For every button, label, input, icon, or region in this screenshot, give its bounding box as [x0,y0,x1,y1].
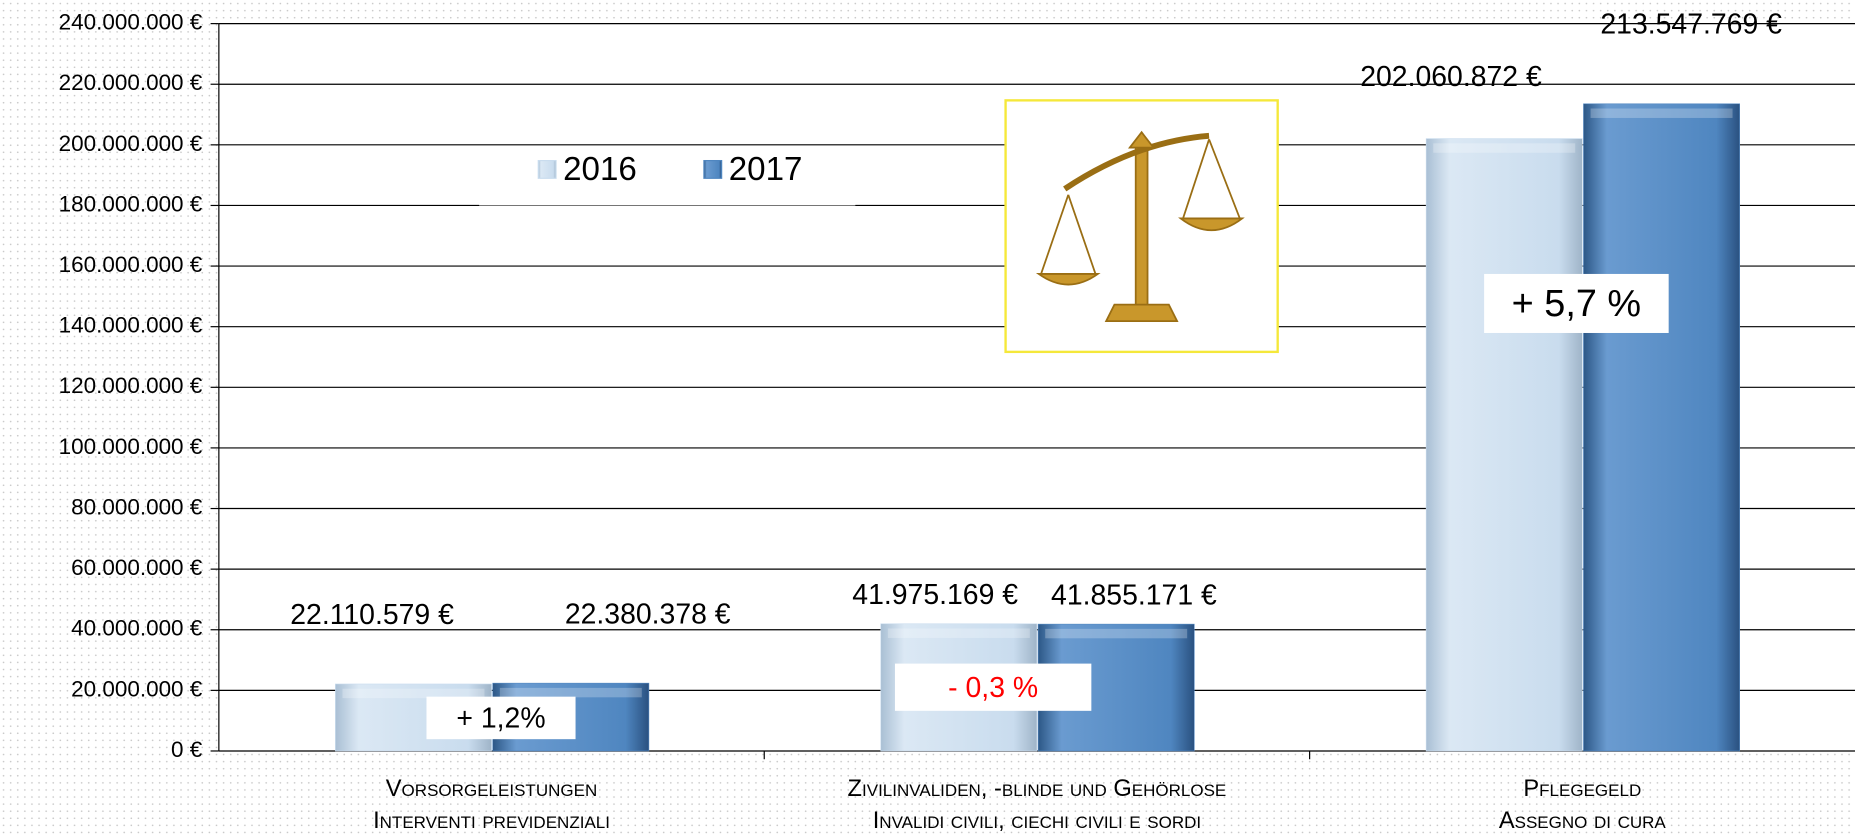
y-tick-label: 160.000.000 € [59,252,203,277]
x-tick-sublabel: Interventi previdenziali [373,808,610,834]
bar [1425,138,1583,752]
value-label: 41.975.169 € [852,579,1018,611]
value-label: 41.855.171 € [1051,579,1217,611]
scales-image [1004,99,1279,354]
y-tick-label: 20.000.000 € [71,676,203,701]
legend-label: 2017 [729,151,803,188]
annotation: + 1,2% [456,703,545,735]
x-tick-sublabel: Assegno di cura [1499,808,1667,834]
y-tick-label: 180.000.000 € [59,191,203,216]
x-tick-label: Zivilinvaliden, -blinde und Gehörlose [848,776,1227,802]
annotation: - 0,3 % [948,672,1038,704]
x-tick-label: Pflegegeld [1523,776,1641,802]
legend-label: 2016 [563,151,637,188]
bar-bevel [342,688,485,699]
annotation: + 5,7 % [1512,283,1641,325]
value-label: 202.060.872 € [1360,61,1542,93]
value-label: 22.380.378 € [565,598,731,630]
bar-bevel [1045,628,1188,639]
y-tick-label: 140.000.000 € [59,313,203,338]
bar-bevel [887,628,1030,638]
annotation-box [426,696,576,740]
legend: 2016 2017 [479,146,856,206]
value-label: 22.110.579 € [290,599,454,631]
legend-swatch [537,159,557,179]
annotation-box [1484,273,1669,333]
x-tick-sublabel: Invalidi civili, ciechi civili e sordi [873,808,1201,834]
y-tick-label: 200.000.000 € [59,131,203,156]
bar-bevel [1590,108,1733,118]
y-tick-label: 100.000.000 € [59,434,203,459]
y-tick-label: 220.000.000 € [59,70,203,95]
x-tick-label: Vorsorgeleistungen [386,776,597,802]
y-tick-label: 240.000.000 € [59,10,203,35]
y-tick-label: 0 € [171,737,203,762]
bar [1583,103,1740,752]
bar-bevel [499,687,642,698]
annotation-box [894,663,1092,711]
y-tick-label: 60.000.000 € [71,555,203,580]
value-label: 213.547.769 € [1600,8,1782,40]
bar-bevel [1433,143,1576,153]
y-tick-label: 80.000.000 € [71,494,203,519]
legend-swatch [703,159,723,179]
y-tick-label: 40.000.000 € [71,616,203,641]
y-tick-label: 120.000.000 € [59,373,203,398]
